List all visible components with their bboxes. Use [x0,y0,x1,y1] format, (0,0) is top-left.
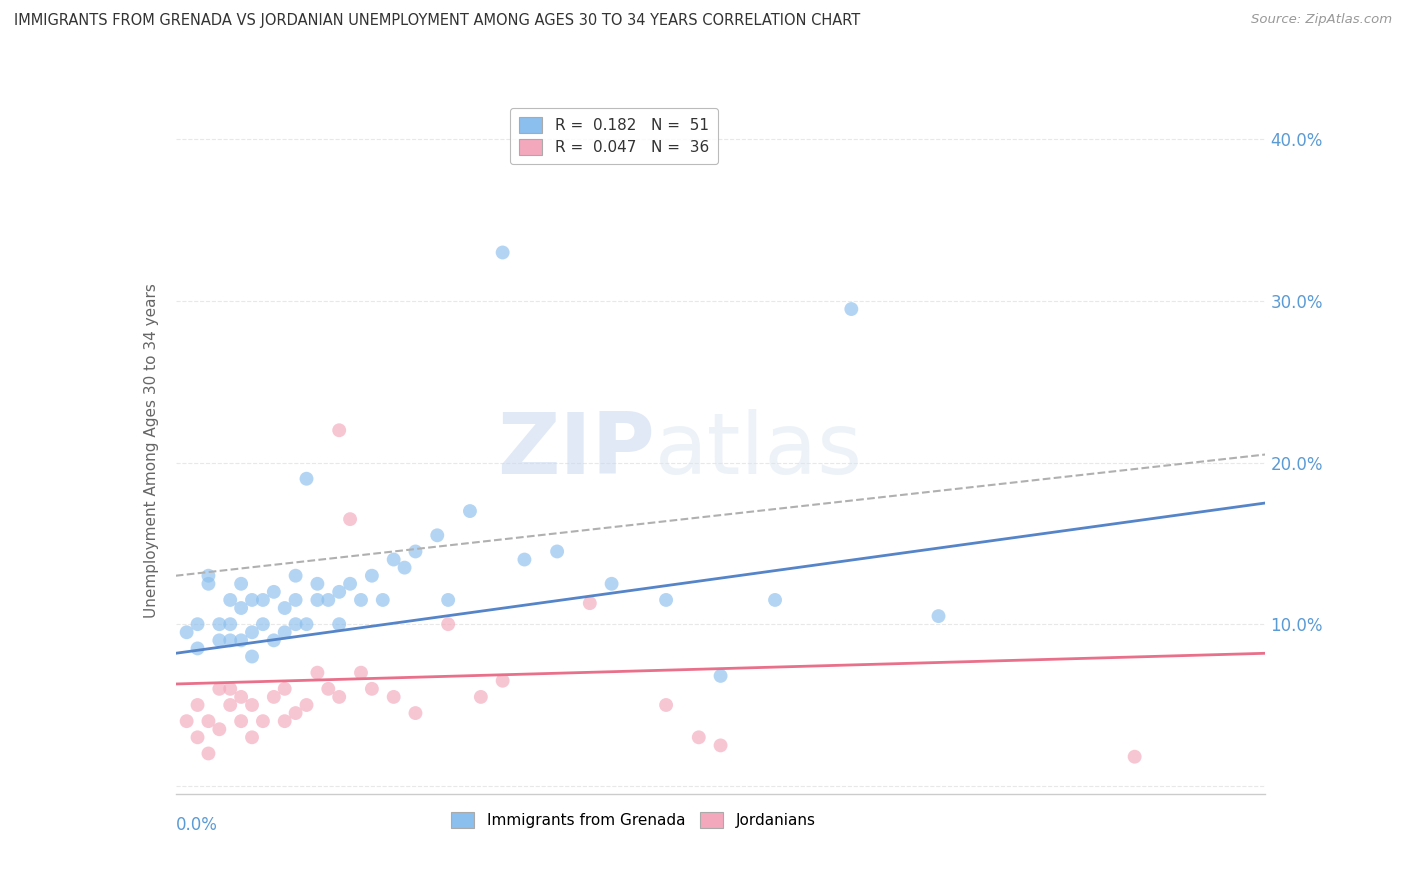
Point [328,423,350,437]
Point [371,593,394,607]
Point [284,593,307,607]
Legend: Immigrants from Grenada, Jordanians: Immigrants from Grenada, Jordanians [446,806,821,834]
Point [284,617,307,632]
Point [360,681,382,696]
Y-axis label: Unemployment Among Ages 30 to 34 years: Unemployment Among Ages 30 to 34 years [143,283,159,618]
Point [263,690,285,704]
Point [240,698,263,712]
Point [928,609,950,624]
Point [219,698,242,712]
Point [240,731,263,745]
Point [219,681,242,696]
Point [263,633,285,648]
Point [1123,749,1146,764]
Point [470,690,492,704]
Point [274,714,297,728]
Point [219,633,242,648]
Point [328,690,350,704]
Text: ZIP: ZIP [498,409,655,492]
Point [841,301,863,316]
Text: 0.0%: 0.0% [176,816,218,834]
Point [763,593,786,607]
Point [492,673,515,688]
Point [252,593,274,607]
Point [437,617,460,632]
Point [339,512,361,526]
Point [600,576,623,591]
Point [492,245,515,260]
Point [307,576,329,591]
Point [197,576,219,591]
Point [295,698,318,712]
Point [382,552,405,566]
Point [318,593,340,607]
Point [176,714,198,728]
Point [186,698,209,712]
Point [339,576,361,591]
Point [252,714,274,728]
Point [231,714,253,728]
Point [579,596,602,610]
Point [274,601,297,615]
Point [186,731,209,745]
Point [328,585,350,599]
Point [208,723,231,737]
Point [240,649,263,664]
Point [655,593,678,607]
Point [231,690,253,704]
Point [295,472,318,486]
Point [263,585,285,599]
Point [274,625,297,640]
Point [382,690,405,704]
Point [197,568,219,582]
Point [186,617,209,632]
Point [350,593,373,607]
Point [437,593,460,607]
Point [197,714,219,728]
Point [208,681,231,696]
Text: atlas: atlas [655,409,863,492]
Point [546,544,568,558]
Point [405,544,427,558]
Point [231,633,253,648]
Point [240,625,263,640]
Point [405,706,427,720]
Point [655,698,678,712]
Point [219,617,242,632]
Point [688,731,710,745]
Point [219,593,242,607]
Point [252,617,274,632]
Point [197,747,219,761]
Point [318,681,340,696]
Point [350,665,373,680]
Text: IMMIGRANTS FROM GRENADA VS JORDANIAN UNEMPLOYMENT AMONG AGES 30 TO 34 YEARS CORR: IMMIGRANTS FROM GRENADA VS JORDANIAN UNE… [14,13,860,29]
Point [274,681,297,696]
Point [208,617,231,632]
Point [513,552,536,566]
Point [186,641,209,656]
Text: Source: ZipAtlas.com: Source: ZipAtlas.com [1251,13,1392,27]
Point [394,560,416,574]
Point [176,625,198,640]
Point [284,568,307,582]
Point [710,739,733,753]
Point [710,669,733,683]
Point [231,601,253,615]
Point [307,665,329,680]
Point [208,633,231,648]
Point [458,504,481,518]
Point [307,593,329,607]
Point [231,576,253,591]
Point [426,528,449,542]
Point [284,706,307,720]
Point [328,617,350,632]
Point [360,568,382,582]
Point [240,593,263,607]
Point [295,617,318,632]
